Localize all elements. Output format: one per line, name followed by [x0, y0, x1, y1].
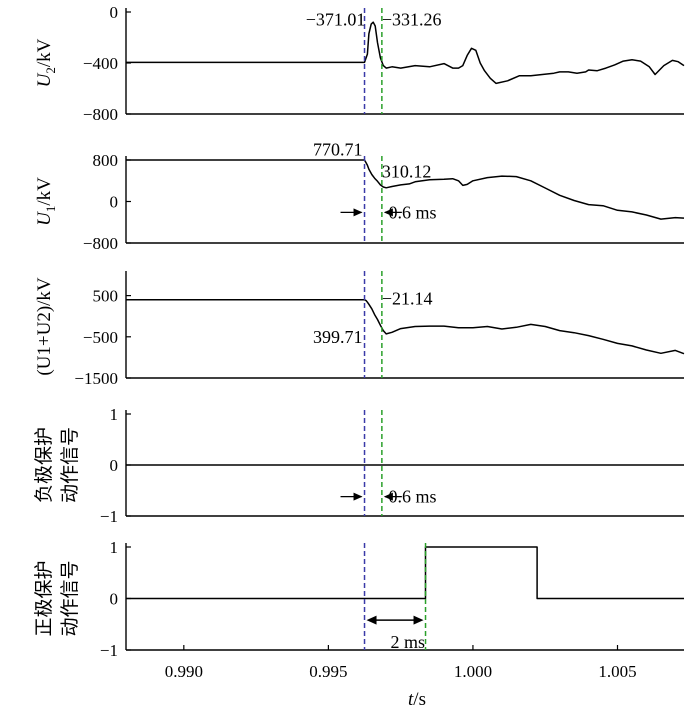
panel-u1u2: 500 −500 −1500 (U1+U2)/kV −21.14 399.71 [34, 271, 685, 388]
y-tick-label: 0 [110, 456, 119, 475]
y-axis-label: (U1+U2)/kV [34, 277, 55, 376]
y-axis-label-line: 动作信号 [59, 427, 81, 503]
annotation-label: 310.12 [382, 161, 432, 181]
annotation-label: 2 ms [391, 632, 426, 652]
x-axis-symbol: t [408, 689, 414, 708]
panel-u1: 800 0 −800 U1/kV 770.71 310.12 0.6 ms [34, 140, 685, 253]
y-tick-label: 0 [110, 3, 119, 22]
annotation-label: −331.26 [382, 10, 442, 30]
y-tick-label: 1 [110, 538, 119, 557]
y-axis-label: U1/kV [34, 177, 58, 226]
interval-arrow-head [353, 492, 363, 501]
y-tick-label: −1 [100, 641, 118, 660]
y-axis-label-line: 负极保护 [33, 427, 55, 503]
y-axis-subscript: 1 [43, 206, 58, 213]
x-axis-unit: /s [413, 689, 426, 708]
y-axis-symbol: U [34, 211, 55, 226]
x-tick-label: 0.995 [309, 662, 347, 681]
y-axis-label: U2/kV [34, 38, 58, 87]
series-line-pos [126, 546, 684, 600]
y-tick-label: −400 [83, 54, 118, 73]
y-axis-symbol: U [34, 72, 55, 87]
y-tick-label: −1 [100, 507, 118, 526]
x-tick-label: 0.990 [165, 662, 203, 681]
y-tick-label: 1 [110, 405, 119, 424]
interval-arrow-head [353, 208, 363, 217]
x-tick-label: 1.000 [454, 662, 492, 681]
y-axis-unit: /kV [34, 177, 55, 206]
interval-arrow-head [383, 208, 393, 217]
annotation-label: 0.6 ms [389, 202, 437, 222]
y-tick-label: −800 [83, 234, 118, 253]
annotation-label: −21.14 [382, 288, 433, 308]
interval-arrow-head [383, 492, 393, 501]
interval-arrow-head [413, 615, 424, 625]
y-axis-unit: /kV [34, 38, 55, 67]
series-line-u1 [126, 159, 685, 220]
annotation-label: 0.6 ms [389, 487, 437, 507]
series-line-u1u2 [126, 298, 685, 355]
y-tick-label: 0 [110, 193, 119, 212]
y-tick-label: −1500 [74, 369, 118, 388]
interval-arrow-head [366, 615, 377, 625]
series-line-u2 [126, 21, 685, 85]
panel-pos: 1 0 −1 0.990 0.995 1.000 1.005 t/s 正极保护 动作信号 2 ms [33, 538, 684, 708]
y-tick-label: −500 [83, 328, 118, 347]
panel-neg: 1 0 −1 负极保护 动作信号 0.6 ms [33, 405, 684, 526]
y-axis-label-line: 动作信号 [59, 560, 81, 636]
y-tick-label: −800 [83, 105, 118, 124]
y-tick-label: 500 [93, 287, 119, 306]
x-tick-label: 1.005 [598, 662, 636, 681]
annotation-label: −371.01 [306, 10, 366, 30]
panel-u2: 0 −400 −800 U2/kV −371.01 −331.26 [34, 3, 685, 124]
y-axis-subscript: 2 [43, 67, 58, 74]
y-axis-label-line: 正极保护 [33, 560, 55, 636]
annotation-label: 399.71 [313, 327, 363, 347]
y-tick-label: 0 [110, 590, 119, 609]
annotation-label: 770.71 [313, 140, 363, 160]
x-axis-label: t/s [408, 689, 426, 708]
y-tick-label: 800 [93, 151, 119, 170]
